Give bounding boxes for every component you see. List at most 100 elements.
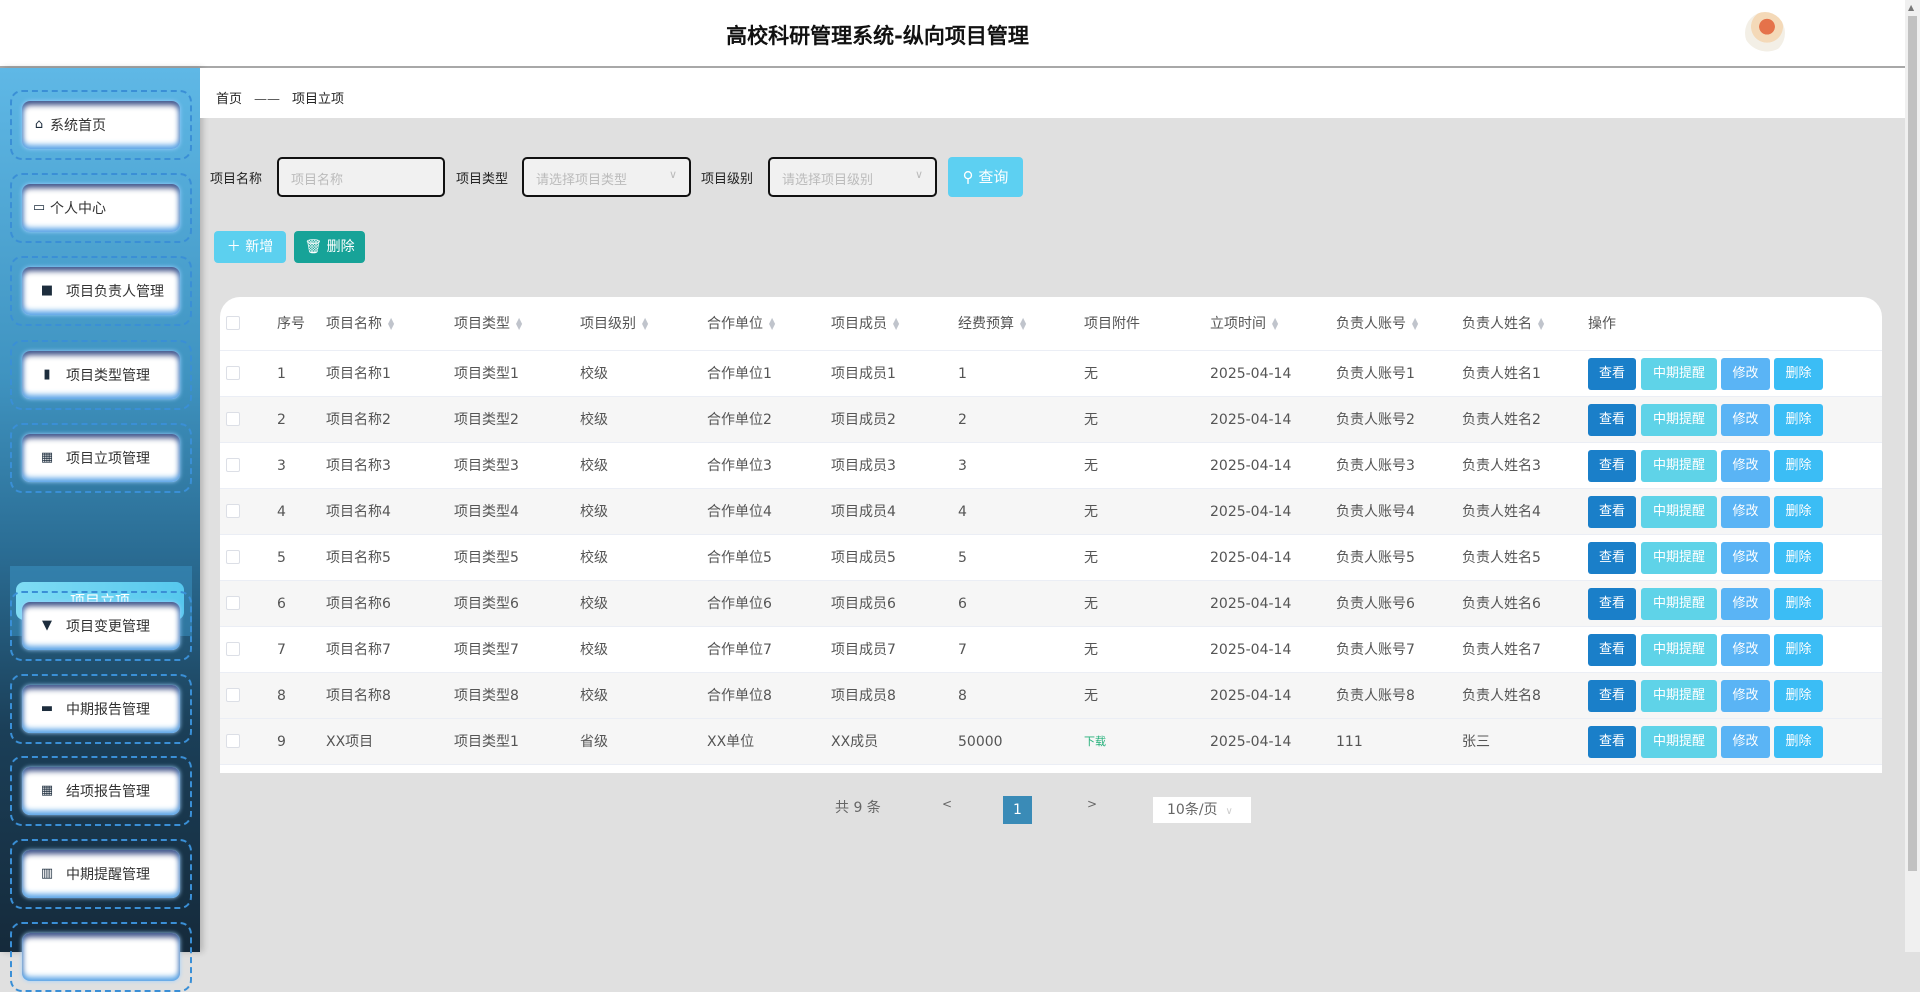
row-action-button[interactable]: 修改 <box>1721 358 1770 390</box>
row-action-button[interactable]: 查看 <box>1588 588 1636 620</box>
sidebar-item-5[interactable]: ▦ 项目立项管理 <box>10 423 192 493</box>
scrollbar-thumb[interactable] <box>1908 16 1917 871</box>
row-checkbox[interactable] <box>226 734 240 748</box>
row-action-button[interactable]: 中期提醒 <box>1641 358 1717 390</box>
sort-icon[interactable]: ▲ ▼ <box>1538 316 1545 331</box>
sidebar-item-box[interactable]: ▥ 中期提醒管理 <box>22 850 180 898</box>
page-1-button[interactable]: 1 <box>1003 796 1032 824</box>
query-button[interactable]: ⚲ 查询 <box>948 157 1023 197</box>
row-action-button[interactable]: 中期提醒 <box>1641 542 1717 574</box>
page-size-select[interactable]: 10条/页 ∨ <box>1153 797 1251 823</box>
sort-icon[interactable]: ▲ ▼ <box>769 316 776 331</box>
row-action-button[interactable]: 删除 <box>1774 634 1823 666</box>
column-header[interactable]: 项目成员 ▲ ▼ <box>831 297 899 351</box>
table-cell[interactable]: 下载 <box>1084 735 1106 748</box>
row-action-button[interactable]: 删除 <box>1774 588 1823 620</box>
sort-icon[interactable]: ▲ ▼ <box>1272 316 1279 331</box>
sidebar-item-6[interactable]: ▼ 项目变更管理 <box>10 591 192 661</box>
sidebar-item-box[interactable]: ▮ 项目类型管理 <box>22 351 180 399</box>
column-header[interactable]: 经费预算 ▲ ▼ <box>958 297 1026 351</box>
row-checkbox[interactable] <box>226 366 240 380</box>
row-action-button[interactable]: 修改 <box>1721 496 1770 528</box>
row-action-button[interactable]: 删除 <box>1774 726 1823 758</box>
row-action-button[interactable]: 修改 <box>1721 450 1770 482</box>
sidebar-item-box[interactable]: ▼ 项目变更管理 <box>22 602 180 650</box>
sidebar-item-10[interactable] <box>10 922 192 992</box>
project-name-input[interactable]: 项目名称 <box>277 157 445 197</box>
row-checkbox[interactable] <box>226 458 240 472</box>
prev-page-button[interactable]: < <box>942 797 953 811</box>
row-action-button[interactable]: 修改 <box>1721 634 1770 666</box>
sidebar-item-9[interactable]: ▥ 中期提醒管理 <box>10 839 192 909</box>
row-action-button[interactable]: 修改 <box>1721 588 1770 620</box>
column-header[interactable]: 立项时间 ▲ ▼ <box>1210 297 1278 351</box>
sidebar-item-7[interactable]: ▬ 中期报告管理 <box>10 674 192 744</box>
row-action-button[interactable]: 中期提醒 <box>1641 634 1717 666</box>
row-action-button[interactable]: 中期提醒 <box>1641 726 1717 758</box>
sidebar-item-box[interactable]: ⌂ 系统首页 <box>22 101 180 149</box>
column-header[interactable]: 项目名称 ▲ ▼ <box>326 297 394 351</box>
sidebar-item-3[interactable]: ■ 项目负责人管理 <box>10 256 192 326</box>
user-avatar[interactable] <box>1745 12 1785 54</box>
sidebar-item-box[interactable]: ▦ 结项报告管理 <box>22 767 180 815</box>
select-all-checkbox[interactable] <box>226 316 240 330</box>
sidebar-item-box[interactable] <box>22 933 180 981</box>
row-action-button[interactable]: 查看 <box>1588 404 1636 436</box>
row-action-button[interactable]: 查看 <box>1588 542 1636 574</box>
row-action-button[interactable]: 中期提醒 <box>1641 450 1717 482</box>
breadcrumb-home[interactable]: 首页 <box>216 92 243 107</box>
column-header[interactable]: 合作单位 ▲ ▼ <box>707 297 775 351</box>
row-action-button[interactable]: 删除 <box>1774 496 1823 528</box>
row-checkbox[interactable] <box>226 642 240 656</box>
add-button[interactable]: ＋ 新增 <box>214 231 286 263</box>
row-action-button[interactable]: 查看 <box>1588 634 1636 666</box>
project-type-select[interactable]: 请选择项目类型 ∨ <box>522 157 691 197</box>
row-action-button[interactable]: 删除 <box>1774 450 1823 482</box>
row-checkbox[interactable] <box>226 550 240 564</box>
row-action-button[interactable]: 修改 <box>1721 404 1770 436</box>
sort-icon[interactable]: ▲ ▼ <box>1020 316 1027 331</box>
sort-icon[interactable]: ▲ ▼ <box>516 316 523 331</box>
row-action-button[interactable]: 删除 <box>1774 404 1823 436</box>
row-action-button[interactable]: 修改 <box>1721 542 1770 574</box>
row-action-button[interactable]: 查看 <box>1588 726 1636 758</box>
sort-icon[interactable]: ▲ ▼ <box>388 316 395 331</box>
batch-delete-button[interactable]: 🗑 删除 <box>294 231 365 263</box>
sort-icon[interactable]: ▲ ▼ <box>1412 316 1419 331</box>
vertical-scrollbar[interactable]: ▲ <box>1905 0 1920 952</box>
sort-icon[interactable]: ▲ ▼ <box>642 316 649 331</box>
sidebar-item-4[interactable]: ▮ 项目类型管理 <box>10 340 192 410</box>
row-action-button[interactable]: 删除 <box>1774 358 1823 390</box>
sidebar-item-8[interactable]: ▦ 结项报告管理 <box>10 756 192 826</box>
column-header[interactable]: 负责人姓名 ▲ ▼ <box>1462 297 1544 351</box>
sidebar-item-box[interactable]: ▬ 中期报告管理 <box>22 685 180 733</box>
sidebar-item-box[interactable]: ■ 项目负责人管理 <box>22 267 180 315</box>
row-action-button[interactable]: 删除 <box>1774 680 1823 712</box>
sidebar-item-1[interactable]: ⌂ 系统首页 <box>10 90 192 160</box>
row-action-button[interactable]: 查看 <box>1588 358 1636 390</box>
next-page-button[interactable]: > <box>1087 797 1098 811</box>
column-header[interactable]: 项目类型 ▲ ▼ <box>454 297 522 351</box>
row-checkbox[interactable] <box>226 504 240 518</box>
row-action-button[interactable]: 中期提醒 <box>1641 680 1717 712</box>
row-action-button[interactable]: 中期提醒 <box>1641 404 1717 436</box>
row-checkbox[interactable] <box>226 596 240 610</box>
sort-icon[interactable]: ▲ ▼ <box>893 316 900 331</box>
column-header[interactable]: 项目级别 ▲ ▼ <box>580 297 648 351</box>
row-checkbox[interactable] <box>226 412 240 426</box>
sidebar-item-box[interactable]: ▭ 个人中心 <box>22 184 180 232</box>
row-checkbox[interactable] <box>226 688 240 702</box>
row-action-button[interactable]: 修改 <box>1721 726 1770 758</box>
row-action-button[interactable]: 中期提醒 <box>1641 496 1717 528</box>
row-action-button[interactable]: 查看 <box>1588 496 1636 528</box>
row-action-button[interactable]: 中期提醒 <box>1641 588 1717 620</box>
row-action-button[interactable]: 修改 <box>1721 680 1770 712</box>
column-header[interactable]: 负责人账号 ▲ ▼ <box>1336 297 1418 351</box>
scroll-up-icon[interactable]: ▲ <box>1908 3 1915 12</box>
project-level-select[interactable]: 请选择项目级别 ∨ <box>768 157 937 197</box>
sidebar-item-box[interactable]: ▦ 项目立项管理 <box>22 434 180 482</box>
sidebar-item-2[interactable]: ▭ 个人中心 <box>10 173 192 243</box>
row-action-button[interactable]: 查看 <box>1588 450 1636 482</box>
row-action-button[interactable]: 查看 <box>1588 680 1636 712</box>
row-action-button[interactable]: 删除 <box>1774 542 1823 574</box>
